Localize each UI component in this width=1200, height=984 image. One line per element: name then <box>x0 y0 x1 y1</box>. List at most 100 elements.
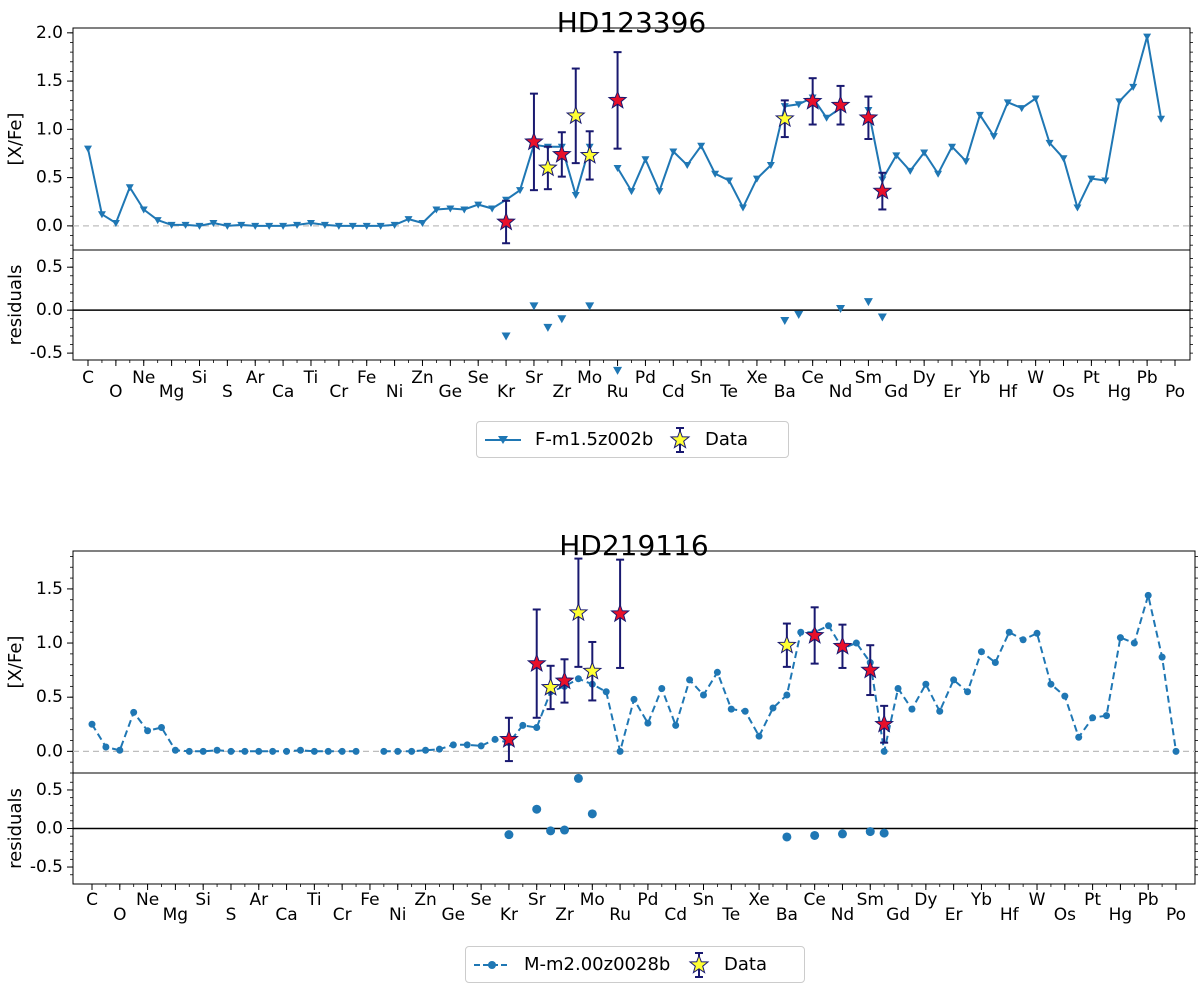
legend-entry-model-top: F-m1.5z002b <box>485 422 653 457</box>
model-point <box>672 721 680 729</box>
y-tick-label: 1.5 <box>36 71 63 91</box>
x-tick-label: Cr <box>333 905 352 925</box>
model-point <box>1045 139 1054 147</box>
data-star-Y <box>540 676 561 696</box>
model-point <box>348 222 357 230</box>
model-point <box>237 221 246 229</box>
legend-bottom: M-m2.00z0028b Data <box>465 946 805 983</box>
model-point <box>296 746 304 754</box>
model-point <box>310 747 318 755</box>
model-point <box>699 691 707 699</box>
model-point <box>752 175 761 183</box>
y-tick-label: 0.0 <box>36 216 63 236</box>
model-point <box>306 219 315 227</box>
model-point <box>1061 692 1069 700</box>
data-star-Ru <box>610 603 631 623</box>
model-point <box>613 164 622 172</box>
residual-point <box>501 332 511 341</box>
x-tick-label: Hf <box>998 382 1018 402</box>
x-tick-label: Zr <box>555 905 574 925</box>
model-point <box>616 747 624 755</box>
x-tick-label: Si <box>192 368 208 388</box>
residual-point <box>836 304 846 313</box>
model-point <box>908 705 916 713</box>
data-star-Nd <box>832 635 853 655</box>
data-star-Sm <box>858 107 879 127</box>
residual-y-tick-label: 0.5 <box>36 257 63 277</box>
model-point <box>697 142 706 150</box>
model-point <box>463 741 471 749</box>
model-point <box>144 727 152 735</box>
legend-model-label-bottom: M-m2.00z0028b <box>524 954 671 975</box>
model-point <box>516 187 525 195</box>
model-point <box>1073 204 1082 212</box>
x-tick-label: Zr <box>553 382 572 402</box>
model-point <box>630 695 638 703</box>
model-point <box>713 668 721 676</box>
legend-data-label-top: Data <box>705 429 748 450</box>
model-point <box>769 704 777 712</box>
model-point <box>1143 33 1152 41</box>
data-star-Nd <box>830 94 851 114</box>
model-point <box>922 680 930 688</box>
model-point <box>422 746 430 754</box>
model-point <box>683 162 692 170</box>
data-star-Eu <box>872 180 893 200</box>
residual-point <box>810 830 820 840</box>
data-star-Ce <box>802 90 823 110</box>
model-point <box>1144 591 1152 599</box>
x-tick-label: Zn <box>411 368 433 388</box>
legend-entry-data-bottom: Data <box>688 947 767 982</box>
model-point <box>533 724 541 732</box>
x-tick-label: Mo <box>577 368 602 388</box>
data-star-Y <box>537 157 558 177</box>
model-point <box>948 143 957 151</box>
y-tick-label: 0.5 <box>36 168 63 188</box>
model-point <box>488 205 497 213</box>
model-point <box>84 145 92 153</box>
data-star-Ce <box>804 625 825 644</box>
x-tick-label: Ce <box>803 890 825 910</box>
data-star-Ba <box>774 108 795 128</box>
model-point <box>102 743 110 751</box>
data-star-Ba <box>776 634 797 654</box>
x-tick-label: Po <box>1166 905 1186 925</box>
x-tick-label: Ne <box>136 890 159 910</box>
data-star-Sr <box>526 653 547 673</box>
model-point <box>181 221 190 229</box>
model-point <box>251 222 260 230</box>
model-point <box>334 222 343 230</box>
residual-point <box>865 827 875 837</box>
model-point <box>491 735 499 743</box>
model-point <box>894 685 902 693</box>
x-tick-label: Ti <box>303 368 319 388</box>
x-tick-label: Ce <box>801 368 823 388</box>
model-point <box>223 222 232 230</box>
model-point <box>324 747 332 755</box>
residual-y-tick-label: 0.0 <box>36 300 63 320</box>
model-point <box>1019 636 1027 644</box>
model-point <box>1129 83 1138 91</box>
x-tick-label: Fe <box>357 368 376 388</box>
x-tick-label: Fe <box>360 890 379 910</box>
model-point <box>1087 175 1096 183</box>
chart-title: HD219116 <box>559 529 709 562</box>
chart-title: HD123396 <box>557 6 707 39</box>
model-point <box>519 721 527 729</box>
x-tick-label: Pd <box>637 890 658 910</box>
x-tick-label: W <box>1027 368 1044 388</box>
model-point <box>658 685 666 693</box>
x-tick-label: Mg <box>163 905 188 925</box>
model-line <box>616 96 842 210</box>
model-point <box>880 747 888 755</box>
residual-point <box>560 825 570 835</box>
residual-point <box>587 809 597 819</box>
model-point <box>227 747 235 755</box>
residual-axis-label: residuals <box>5 265 26 346</box>
legend-star-icon <box>688 951 710 978</box>
x-tick-label: Er <box>943 382 961 402</box>
x-tick-label: Ni <box>389 905 406 925</box>
y-tick-label: 0.5 <box>36 687 63 707</box>
x-tick-label: C <box>82 368 94 388</box>
x-tick-label: Ba <box>774 382 796 402</box>
